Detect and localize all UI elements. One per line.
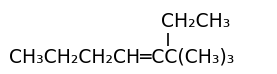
Text: CH₂CH₃: CH₂CH₃ xyxy=(161,12,231,31)
Text: CH₃CH₂CH₂CH═CC(CH₃)₃: CH₃CH₂CH₂CH═CC(CH₃)₃ xyxy=(9,48,234,67)
